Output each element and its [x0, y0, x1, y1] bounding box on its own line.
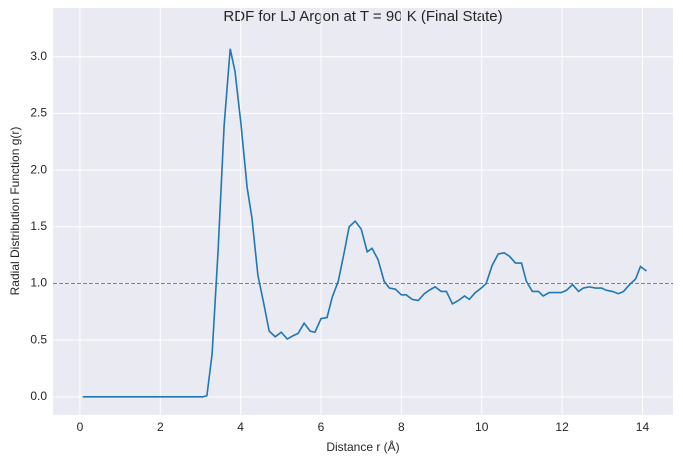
y-tick-label: 2.0: [30, 162, 47, 176]
y-tick-label: 1.0: [30, 276, 47, 290]
chart-title: RDF for LJ Argon at T = 90 K (Final Stat…: [223, 8, 502, 25]
x-tick-label: 14: [636, 420, 650, 434]
y-tick-label: 0.5: [30, 332, 47, 346]
y-axis-label: Radial Distribution Function g(r): [8, 127, 22, 296]
x-tick-label: 12: [555, 420, 569, 434]
x-tick-label: 4: [237, 420, 244, 434]
y-tick-label: 1.5: [30, 219, 47, 233]
x-axis-label: Distance r (Å): [326, 439, 399, 454]
x-tick-label: 10: [475, 420, 489, 434]
x-tick-label: 8: [398, 420, 405, 434]
x-tick-label: 2: [157, 420, 164, 434]
data-line: [82, 48, 647, 398]
y-tick-label: 3.0: [30, 49, 47, 63]
x-tick-label: 6: [318, 420, 325, 434]
y-tick-label: 2.5: [30, 106, 47, 120]
x-tick-label: 0: [77, 420, 84, 434]
plot-area: [53, 8, 673, 415]
y-tick-label: 0.0: [30, 389, 47, 403]
